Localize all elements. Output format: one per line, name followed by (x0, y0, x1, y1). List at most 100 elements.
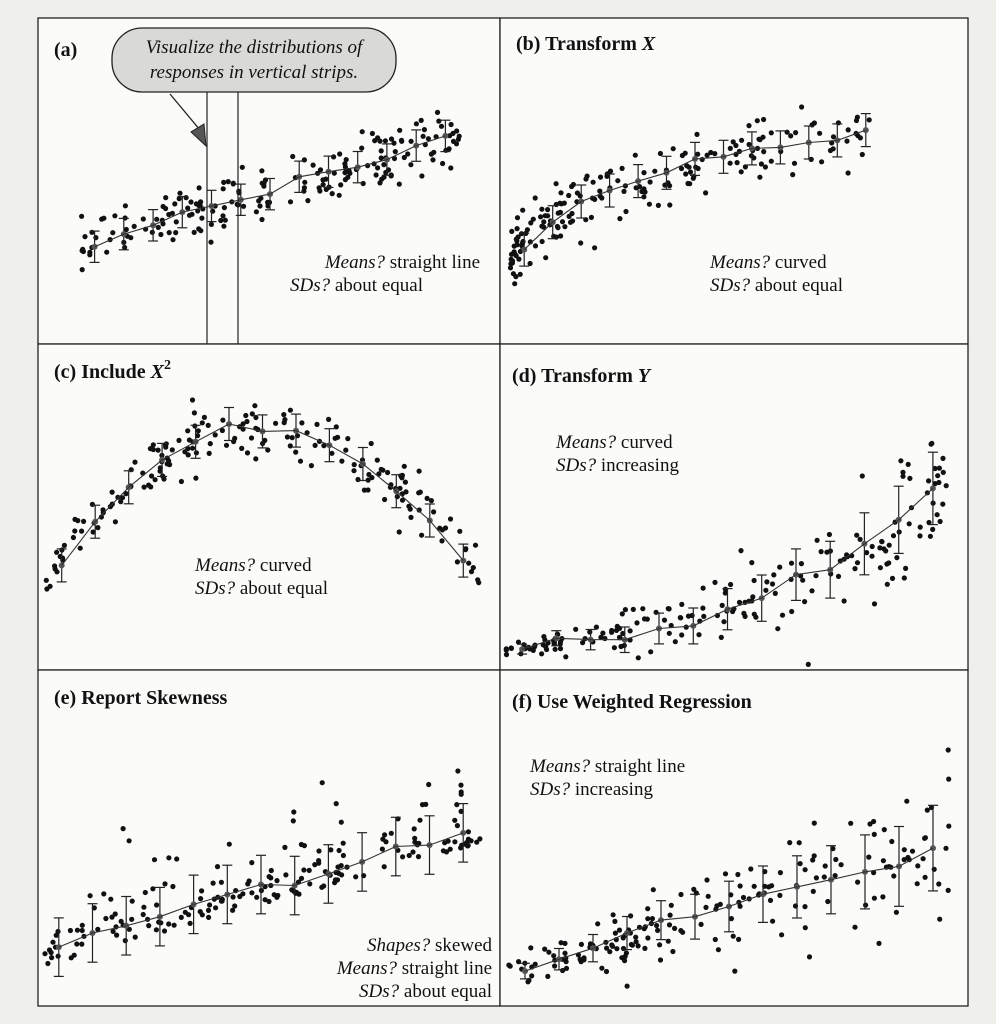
panel-d-frame (499, 343, 969, 671)
scatter-point (685, 180, 691, 187)
scatter-point (509, 228, 515, 234)
scatter-point (619, 165, 625, 171)
scatter-point (563, 654, 569, 660)
scatter-point (128, 467, 134, 473)
scatter-point (884, 561, 890, 567)
scatter-point (670, 146, 676, 152)
scatter-point (546, 949, 552, 955)
scatter-point (155, 224, 161, 230)
scatter-point (316, 848, 322, 854)
panel-a-title: (a) (54, 39, 77, 61)
scatter-point (79, 922, 85, 928)
scatter-point (274, 878, 280, 884)
scatter-point (123, 226, 129, 233)
scatter-point (122, 938, 128, 944)
scatter-point (208, 221, 214, 227)
scatter-point (609, 942, 615, 948)
scatter-point (447, 846, 453, 852)
scatter-point (412, 835, 418, 841)
scatter-point (797, 861, 803, 867)
scatter-point (82, 234, 88, 240)
scatter-point (114, 932, 120, 938)
panel-d-notes: Means? curved SDs? increasing (555, 432, 679, 476)
scatter-point (635, 943, 641, 949)
scatter-point (126, 838, 132, 844)
scatter-point (401, 463, 407, 469)
scatter-point (332, 880, 338, 886)
scatter-point (380, 836, 386, 842)
scatter-point (399, 472, 405, 478)
scatter-point (880, 858, 887, 864)
scatter-point (833, 856, 839, 863)
scatter-point (512, 281, 518, 287)
scatter-point (155, 447, 161, 453)
scatter-point (741, 610, 747, 617)
scatter-point (552, 646, 558, 652)
scatter-point (727, 160, 733, 166)
scatter-point (443, 849, 450, 855)
scatter-point (730, 139, 736, 145)
scatter-point (810, 857, 816, 863)
scatter-point (604, 173, 610, 179)
scatter-point (859, 151, 865, 158)
scatter-point (749, 560, 755, 566)
scatter-point (253, 414, 259, 421)
scatter-point (266, 874, 272, 880)
scatter-point (529, 973, 535, 979)
scatter-point (592, 245, 598, 251)
scatter-point (249, 860, 255, 866)
scatter-point (454, 802, 460, 808)
panel-a-note-1: Means? straight line (324, 252, 480, 273)
scatter-point (378, 155, 384, 161)
scatter-point (614, 946, 620, 952)
panel-b-notes: Means? curved SDs? about equal (709, 252, 843, 296)
scatter-point (289, 887, 295, 893)
scatter-point (140, 911, 146, 918)
scatter-point (240, 421, 246, 427)
scatter-point (722, 590, 728, 596)
scatter-point (852, 566, 858, 572)
scatter-point (730, 933, 736, 939)
scatter-point (770, 918, 776, 924)
panel-b-title: (b) Transform X (516, 33, 656, 55)
scatter-point (290, 818, 296, 824)
scatter-point (417, 817, 423, 823)
scatter-point (757, 174, 763, 180)
scatter-point (672, 925, 678, 932)
callout-arrow (169, 93, 207, 148)
scatter-point (621, 188, 627, 194)
scatter-point (852, 924, 858, 930)
scatter-point (901, 857, 907, 863)
scatter-point (447, 516, 454, 522)
scatter-point (199, 215, 205, 221)
scatter-point (514, 215, 521, 221)
scatter-point (273, 420, 279, 426)
scatter-point (403, 489, 409, 495)
scatter-point (647, 179, 653, 185)
scatter-point (199, 420, 205, 426)
scatter-point (210, 880, 216, 886)
scatter-point (762, 164, 769, 170)
scatter-point (704, 877, 710, 883)
scatter-point (657, 942, 663, 948)
panel-a-note-1-text: straight line (385, 252, 480, 273)
panel-b-note-1-text: curved (770, 252, 827, 273)
scatter-point (837, 558, 843, 564)
scatter-point (791, 160, 798, 166)
scatter-point (817, 130, 823, 136)
scatter-point (825, 898, 831, 905)
scatter-point (406, 503, 412, 509)
scatter-point (557, 209, 564, 215)
scatter-point (369, 475, 375, 481)
scatter-point (49, 955, 55, 961)
scatter-point (789, 608, 795, 615)
scatter-point (543, 644, 549, 650)
scatter-point (80, 246, 86, 252)
scatter-point (308, 463, 314, 469)
scatter-point (108, 896, 114, 902)
scatter-point (411, 826, 417, 832)
scatter-point (301, 867, 307, 873)
scatter-point (61, 542, 67, 549)
scatter-point (419, 173, 425, 179)
scatter-point (672, 639, 678, 645)
